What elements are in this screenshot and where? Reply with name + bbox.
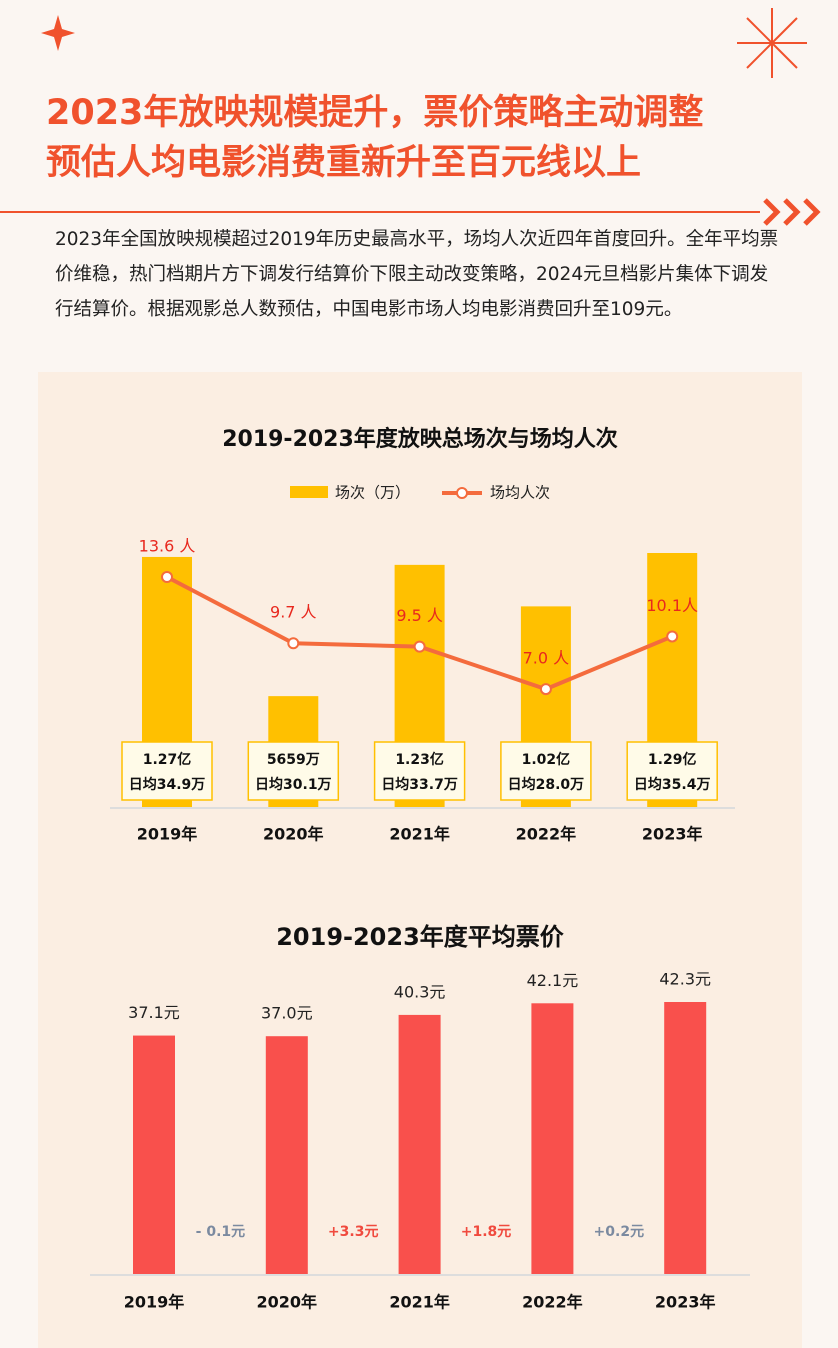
bar-label: 1.02亿 (522, 751, 571, 768)
bar-label: 42.1元 (527, 971, 579, 990)
legend-swatch (456, 487, 468, 499)
daily-label: 日均28.0万 (508, 776, 585, 793)
daily-label: 日均33.7万 (381, 776, 458, 793)
label-box (500, 741, 592, 801)
label-box (247, 741, 340, 801)
bar (265, 1036, 308, 1275)
point-label: 7.0 人 (523, 649, 570, 668)
description: 2023年全国放映规模超过2019年历史最高水平，场均人次近四年首度回升。全年平… (55, 229, 779, 320)
point (666, 630, 679, 643)
point (287, 637, 300, 650)
firework (737, 8, 807, 78)
arrows (763, 198, 821, 226)
sparkle (41, 15, 75, 51)
change-label: - 0.1元 (196, 1224, 246, 1240)
bar-label: 1.23亿 (395, 751, 444, 768)
x-tick-label: 2021年 (389, 1293, 450, 1312)
title-line: 2023年放映规模提升，票价策略主动调整 (46, 93, 704, 133)
bar (398, 1014, 441, 1275)
bar-label: 40.3元 (394, 982, 446, 1001)
change-label: +0.2元 (594, 1224, 645, 1240)
point (539, 683, 552, 696)
x-tick-label: 2023年 (642, 825, 703, 844)
daily-label: 日均35.4万 (634, 776, 711, 793)
label-box (373, 741, 466, 801)
point (161, 571, 173, 583)
bar-label: 37.1元 (128, 1003, 180, 1022)
legend-swatch (290, 486, 328, 498)
point-label: 13.6 人 (139, 537, 196, 556)
point (413, 640, 426, 653)
label-box (626, 741, 718, 801)
title-line: 预估人均电影消费重新升至百元线以上 (46, 143, 642, 183)
x-tick-label: 2022年 (522, 1293, 583, 1312)
bar (664, 1002, 707, 1275)
bar-label: 1.27亿 (143, 751, 192, 768)
chart-title: 2019-2023年度放映总场次与场均人次 (222, 426, 618, 452)
x-tick-label: 2020年 (257, 1293, 318, 1312)
chart-title: 2019-2023年度平均票价 (276, 923, 565, 951)
label-box (121, 741, 213, 801)
daily-label: 日均30.1万 (255, 776, 332, 793)
daily-label: 日均34.9万 (129, 776, 206, 793)
x-tick-label: 2023年 (655, 1293, 716, 1312)
x-tick-label: 2019年 (137, 825, 198, 844)
change-label: +1.8元 (461, 1224, 512, 1240)
x-tick-label: 2020年 (263, 825, 324, 844)
point-label: 10.1人 (646, 596, 698, 615)
point-label: 9.5 人 (396, 606, 443, 625)
x-tick-label: 2021年 (389, 825, 450, 844)
bar-label: 42.3元 (659, 970, 711, 989)
bar (133, 1035, 175, 1275)
bar-label: 5659万 (267, 752, 320, 768)
x-tick-label: 2022年 (516, 825, 577, 844)
bar-label: 37.0元 (261, 1004, 313, 1023)
legend-label: 场次（万） (335, 484, 410, 502)
bar-label: 1.29亿 (648, 751, 697, 768)
legend-label: 场均人次 (490, 484, 550, 502)
change-label: +3.3元 (328, 1224, 379, 1240)
point-label: 9.7 人 (270, 603, 317, 622)
bar (531, 1003, 574, 1275)
x-tick-label: 2019年 (124, 1293, 185, 1312)
